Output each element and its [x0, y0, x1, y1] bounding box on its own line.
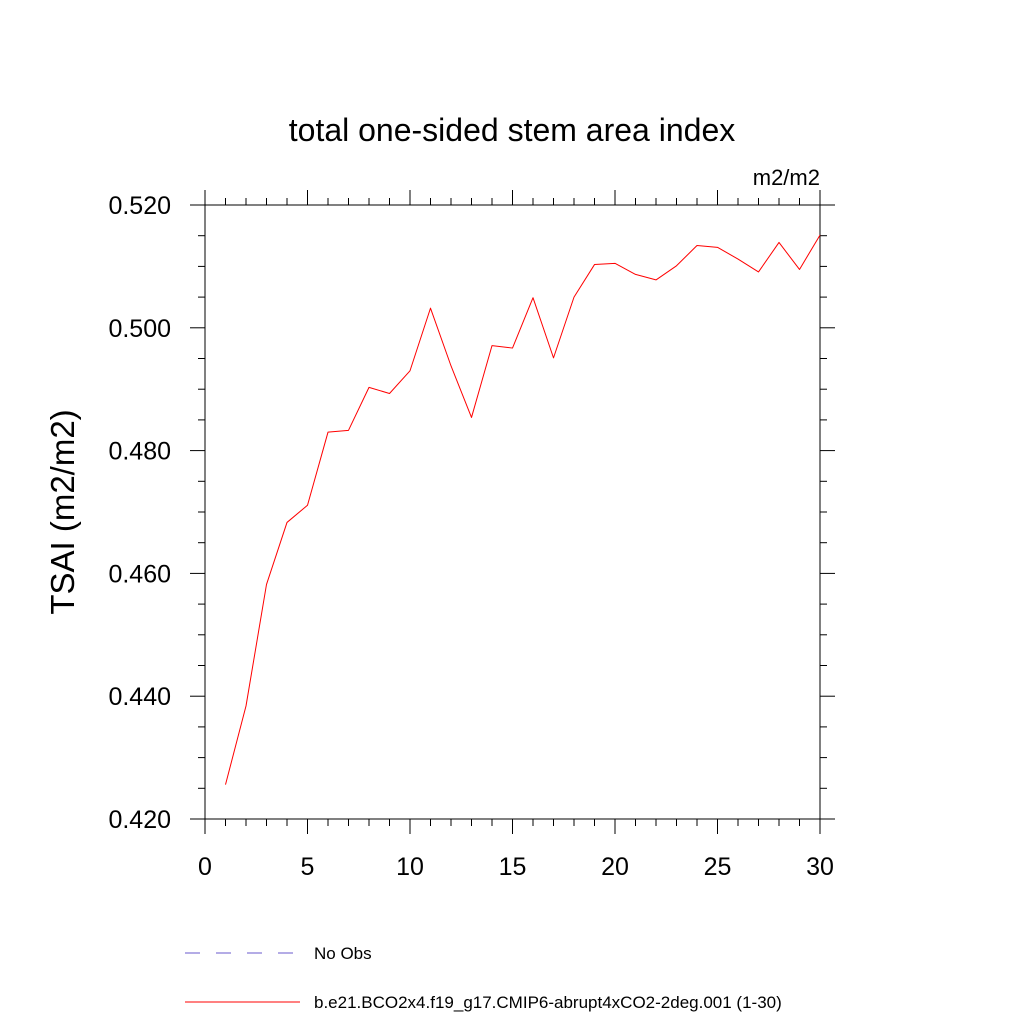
series-line [225, 234, 821, 785]
plot-frame [204, 204, 821, 820]
y-axis-label: TSAI (m2/m2) [44, 409, 81, 614]
legend-label-no-obs: No Obs [314, 944, 372, 963]
chart-title: total one-sided stem area index [289, 112, 735, 148]
major-ticks [190, 190, 835, 834]
y-tick-label: 0.500 [108, 315, 171, 343]
units-label: m2/m2 [753, 165, 820, 190]
y-tick-label: 0.440 [108, 683, 171, 711]
x-tick-label: 30 [806, 853, 834, 881]
y-tick-label: 0.420 [108, 806, 171, 834]
x-tick-label: 5 [301, 853, 315, 881]
y-tick-label: 0.460 [108, 560, 171, 588]
x-tick-label: 15 [499, 853, 527, 881]
x-tick-label: 0 [198, 853, 212, 881]
series-group [225, 234, 821, 785]
legend-label-series: b.e21.BCO2x4.f19_g17.CMIP6-abrupt4xCO2-2… [314, 993, 782, 1012]
minor-ticks [198, 198, 827, 826]
y-tick-label: 0.520 [108, 192, 171, 220]
y-tick-labels: 0.420 0.440 0.460 0.480 0.500 0.520 [108, 192, 171, 834]
x-tick-label: 20 [601, 853, 629, 881]
y-tick-label: 0.480 [108, 438, 171, 466]
x-tick-labels: 0 5 10 15 20 25 30 [198, 853, 834, 881]
x-tick-label: 10 [396, 853, 424, 881]
x-tick-label: 25 [704, 853, 732, 881]
legend: No Obs b.e21.BCO2x4.f19_g17.CMIP6-abrupt… [185, 944, 782, 1012]
